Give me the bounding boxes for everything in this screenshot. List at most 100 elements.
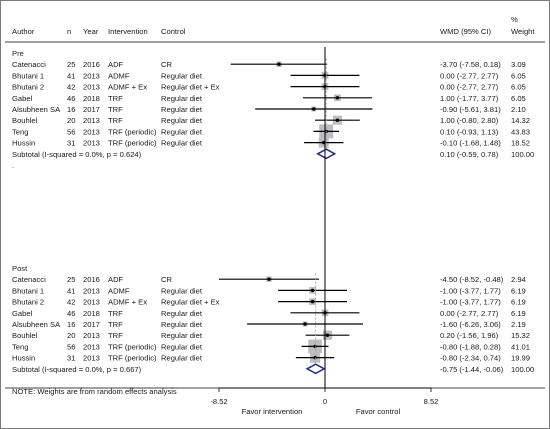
study-author: Gabel	[12, 309, 33, 318]
study-intervention: TRF	[108, 320, 123, 329]
study-n: 25	[67, 275, 75, 284]
study-point	[312, 107, 316, 111]
study-intervention: ADMF + Ex	[108, 83, 147, 92]
study-author: Teng	[12, 342, 28, 351]
column-headers: Author n Year Intervention Control WMD (…	[12, 15, 535, 36]
study-intervention: TRF (periodic)	[108, 127, 157, 136]
study-author: Bhutani 1	[12, 286, 44, 295]
subtotal-weight: 100.00	[511, 150, 534, 159]
study-intervention: TRF	[108, 309, 123, 318]
study-n: 20	[67, 331, 75, 340]
header-control: Control	[161, 27, 186, 36]
study-n: 20	[67, 116, 75, 125]
x-axis: -8.52 0 8.52 Favor intervention Favor contro…	[210, 47, 438, 416]
study-effect-ci: 1.00 (-1.77, 3.77)	[440, 94, 499, 103]
x-tick-label: 0	[323, 397, 327, 406]
study-weight: 43.83	[511, 127, 530, 136]
study-year: 2013	[83, 286, 100, 295]
study-n: 56	[67, 127, 75, 136]
study-year: 2018	[83, 94, 100, 103]
study-point	[310, 299, 315, 304]
study-point	[325, 333, 330, 337]
study-n: 42	[67, 83, 75, 92]
study-author: Alsubheen SA	[12, 320, 61, 329]
study-point	[277, 62, 281, 66]
study-control: CR	[161, 275, 172, 284]
study-year: 2013	[83, 127, 100, 136]
header-weight-pct: %	[511, 15, 518, 24]
study-weight: 2.19	[511, 320, 526, 329]
header-weight: Weight	[511, 27, 535, 36]
study-intervention: TRF	[108, 331, 123, 340]
study-effect-ci: -1.00 (-3.77, 1.77)	[440, 298, 501, 307]
subtotal-diamond	[316, 148, 337, 160]
study-n: 41	[67, 71, 75, 80]
study-year: 2017	[83, 320, 100, 329]
study-year: 2013	[83, 116, 100, 125]
study-year: 2013	[83, 298, 100, 307]
study-control: Regular diet	[161, 139, 203, 148]
study-effect-ci: -4.50 (-8.52, -0.48)	[440, 275, 504, 284]
study-weight: 14.32	[511, 116, 530, 125]
study-year: 2013	[83, 342, 100, 351]
study-year: 2016	[83, 275, 100, 284]
study-n: 31	[67, 139, 75, 148]
study-control: Regular diet	[161, 342, 203, 351]
x-tick-label: -8.52	[210, 397, 227, 406]
study-effect-ci: -1.00 (-3.77, 1.77)	[440, 286, 501, 295]
study-point	[267, 277, 271, 281]
study-year: 2016	[83, 60, 100, 69]
study-effect-ci: -3.70 (-7.58, 0.18)	[440, 60, 501, 69]
subtotal-diamond	[305, 363, 326, 375]
study-effect-ci: 0.20 (-1.56, 1.96)	[440, 331, 499, 340]
study-intervention: TRF (periodic)	[108, 139, 157, 148]
study-weight: 6.19	[511, 286, 526, 295]
study-author: Catenacci	[12, 60, 46, 69]
study-author: Alsubheen SA	[12, 105, 61, 114]
study-weight: 2.10	[511, 105, 526, 114]
study-author: Bouhlel	[12, 116, 38, 125]
study-weight: 19.99	[511, 354, 530, 363]
study-effect-ci: 1.00 (-0.80, 2.80)	[440, 116, 499, 125]
favor-control-label: Favor control	[356, 407, 401, 416]
study-intervention: ADMF	[108, 286, 130, 295]
study-author: Bhutani 1	[12, 71, 44, 80]
study-author: Hussin	[12, 354, 35, 363]
study-control: Regular diet + Ex	[161, 83, 220, 92]
group-separator: .	[12, 161, 14, 170]
subtotal-label: Subtotal (I-squared = 0.0%, p = 0.667)	[12, 365, 142, 374]
study-weight: 41.01	[511, 342, 530, 351]
subtotal-effect-ci: 0.10 (-0.59, 0.78)	[440, 150, 499, 159]
study-point	[313, 344, 317, 349]
study-control: Regular diet	[161, 105, 203, 114]
study-control: Regular diet	[161, 71, 203, 80]
study-year: 2013	[83, 354, 100, 363]
study-author: Teng	[12, 127, 28, 136]
study-year: 2013	[83, 139, 100, 148]
study-effect-ci: -0.90 (-5.61, 3.81)	[440, 105, 501, 114]
study-effect-ci: 0.10 (-0.93, 1.13)	[440, 127, 499, 136]
study-author: Bhutani 2	[12, 298, 44, 307]
study-control: Regular diet	[161, 127, 203, 136]
study-point	[335, 96, 340, 100]
study-control: Regular diet	[161, 116, 203, 125]
study-year: 2013	[83, 331, 100, 340]
header-year: Year	[83, 27, 99, 36]
study-weight: 3.09	[511, 60, 526, 69]
study-control: Regular diet	[161, 309, 203, 318]
study-weight: 18.52	[511, 139, 530, 148]
study-year: 2013	[83, 71, 100, 80]
study-n: 31	[67, 354, 75, 363]
study-intervention: ADMF + Ex	[108, 298, 147, 307]
study-author: Hussin	[12, 139, 35, 148]
study-year: 2017	[83, 105, 100, 114]
header-intervention: Intervention	[108, 27, 148, 36]
study-control: Regular diet	[161, 331, 203, 340]
header-author: Author	[12, 27, 35, 36]
study-control: Regular diet	[161, 320, 203, 329]
subtotal-effect-ci: -0.75 (-1.44, -0.06)	[440, 365, 504, 374]
header-n: n	[67, 27, 71, 36]
study-author: Gabel	[12, 94, 33, 103]
